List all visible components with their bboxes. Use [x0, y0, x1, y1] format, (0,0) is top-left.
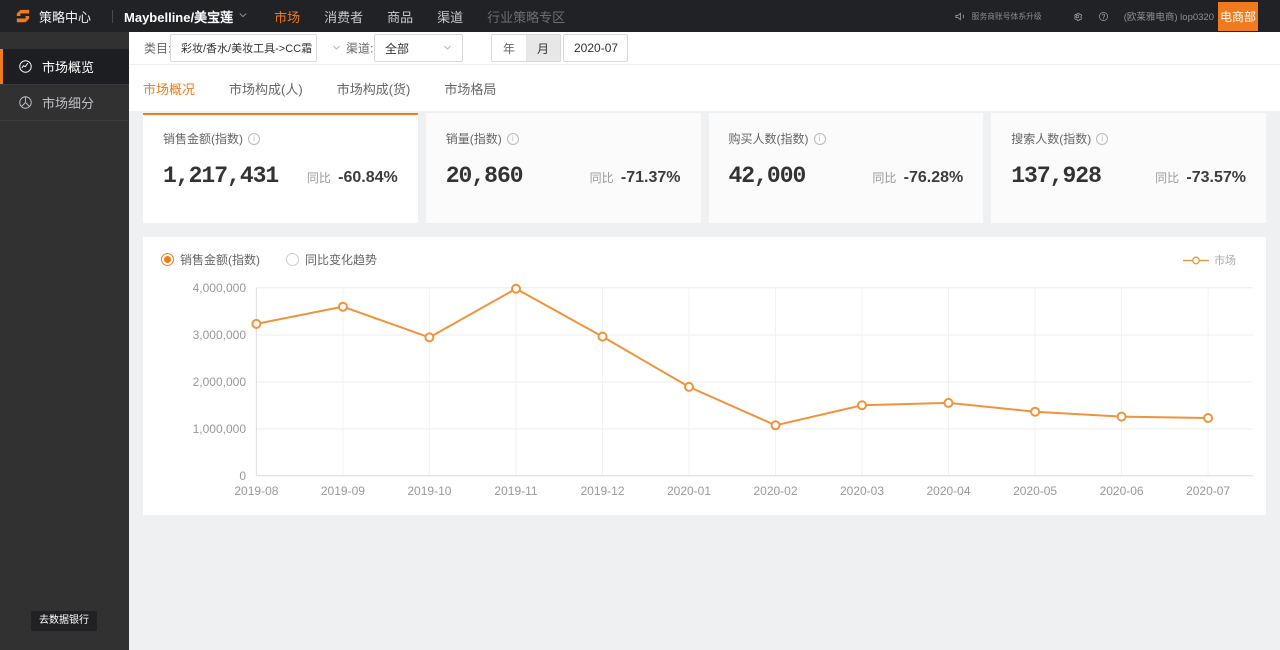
svg-text:2020-07: 2020-07: [1186, 484, 1230, 498]
svg-text:2,000,000: 2,000,000: [193, 375, 247, 389]
svg-text:2019-11: 2019-11: [494, 484, 537, 498]
svg-text:0: 0: [239, 469, 246, 483]
svg-text:4,000,000: 4,000,000: [193, 281, 247, 295]
svg-text:2019-10: 2019-10: [407, 484, 451, 498]
svg-text:2020-01: 2020-01: [667, 484, 711, 498]
svg-text:2020-02: 2020-02: [753, 484, 797, 498]
svg-text:2019-09: 2019-09: [321, 484, 365, 498]
svg-text:1,000,000: 1,000,000: [193, 422, 247, 436]
svg-text:2020-04: 2020-04: [926, 484, 970, 498]
svg-text:2020-03: 2020-03: [840, 484, 884, 498]
svg-text:2019-12: 2019-12: [580, 484, 624, 498]
svg-text:2019-08: 2019-08: [234, 484, 278, 498]
svg-text:2020-05: 2020-05: [1013, 484, 1057, 498]
svg-text:3,000,000: 3,000,000: [193, 328, 247, 342]
svg-text:2020-06: 2020-06: [1100, 484, 1144, 498]
